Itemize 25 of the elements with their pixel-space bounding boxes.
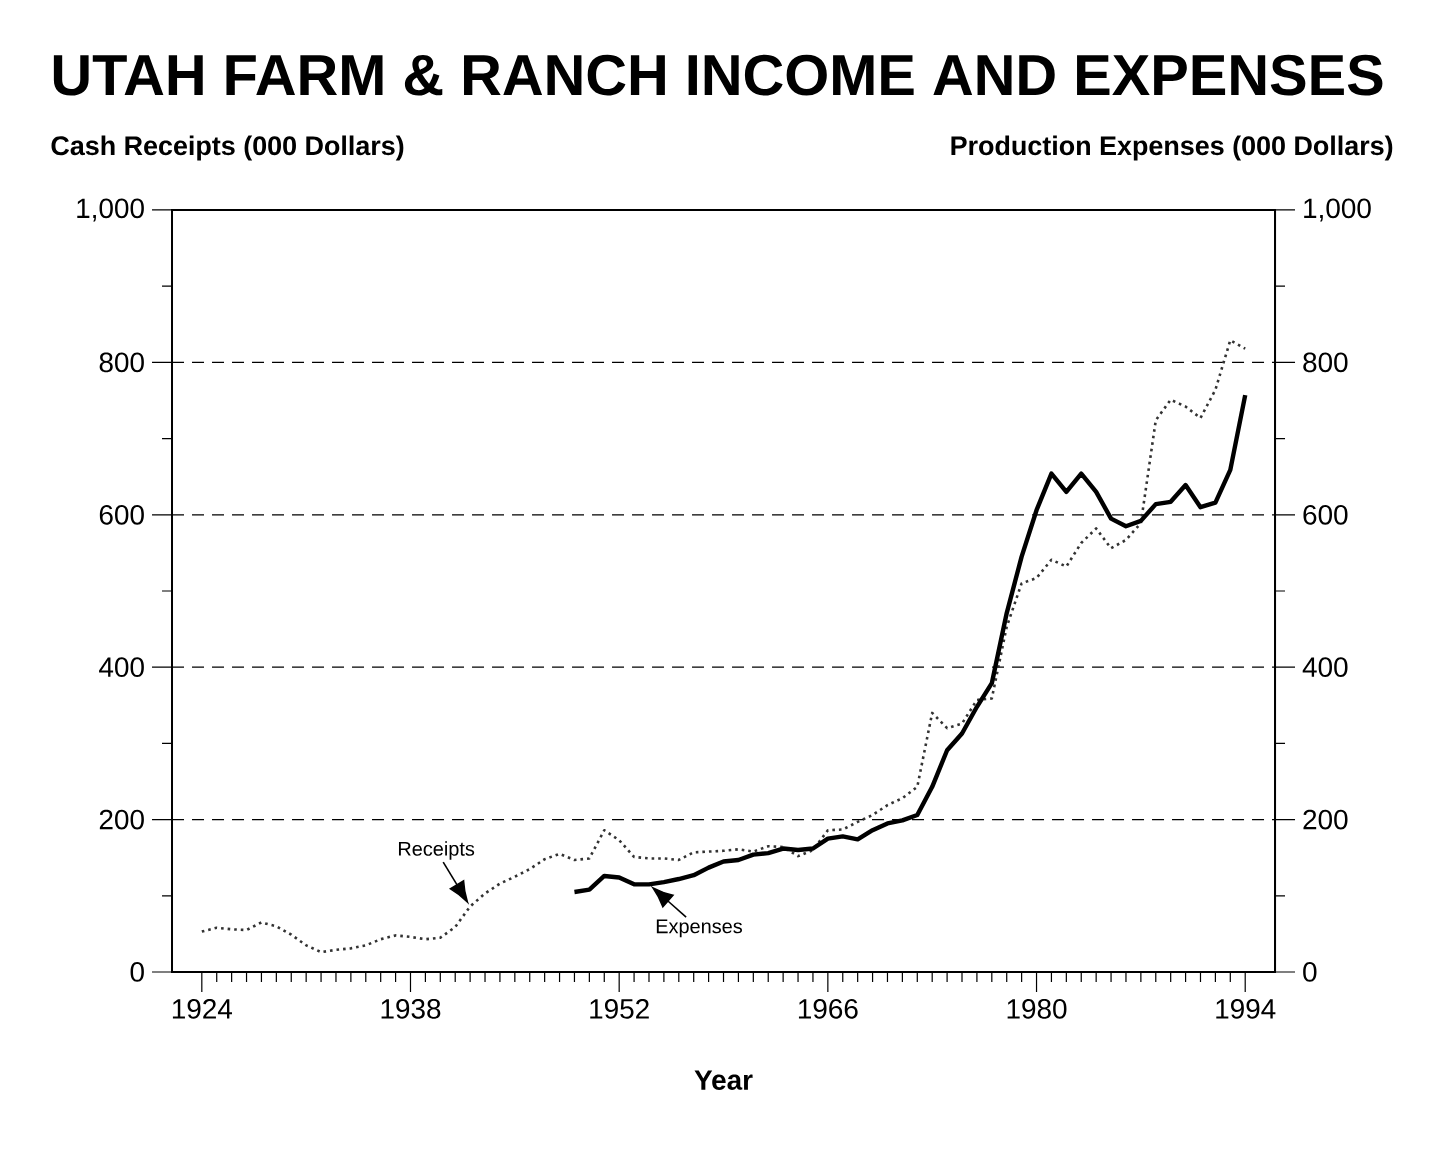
chart-title: UTAH FARM & RANCH INCOME AND EXPENSES [53, 54, 1383, 96]
annotation: Expenses [656, 919, 743, 938]
y2-tick-label: 200 [1303, 809, 1348, 830]
y-tick-label: 800 [99, 352, 144, 373]
x-tick-label: 1952 [590, 999, 649, 1019]
y-tick-label: 200 [99, 809, 144, 830]
x-tick-label: 1980 [1007, 999, 1067, 1019]
x-axis-title: Year [694, 1070, 753, 1090]
y2-tick-label: 0 [1303, 962, 1317, 982]
y2-tick-label: 400 [1302, 657, 1348, 678]
x-tick-label: 1924 [172, 999, 233, 1019]
y2-tick-label: 1,000 [1304, 198, 1371, 222]
y2-tick-label: 600 [1303, 504, 1348, 525]
y-axis-title: Cash Receipts (000 Dollars) [51, 135, 404, 161]
y2-axis-title: Production Expenses (000 Dollars) [951, 135, 1393, 161]
y-tick-label: 1,000 [77, 198, 144, 222]
y-tick-label: 600 [99, 504, 144, 525]
line-series [200, 338, 1247, 954]
x-tick-label: 1994 [1216, 999, 1276, 1019]
y-tick-label: 400 [99, 657, 144, 678]
annotation: Receipts [398, 841, 475, 860]
x-tick-label: 1966 [798, 999, 858, 1019]
x-tick-label: 1938 [381, 999, 441, 1019]
y-tick-label: 0 [130, 962, 144, 982]
y2-tick-label: 800 [1303, 352, 1348, 373]
